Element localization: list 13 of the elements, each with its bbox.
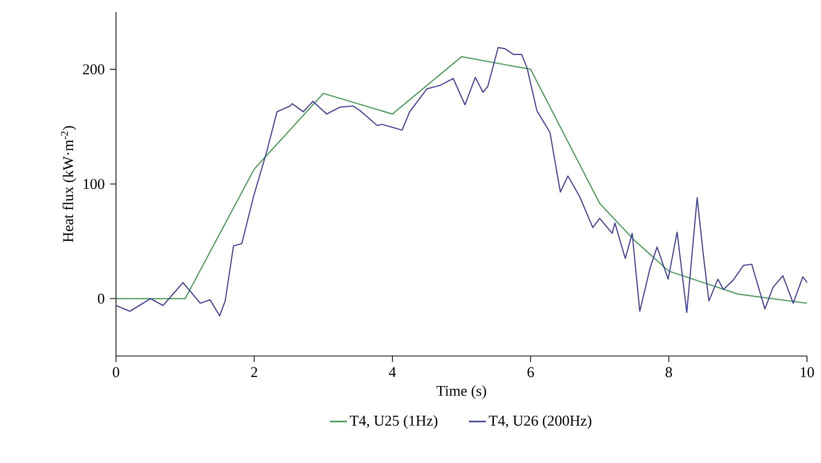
legend-label: T4, U25 (1Hz) xyxy=(350,415,438,429)
y-axis-title: Heat flux (kW·m$^{-2}$) xyxy=(60,126,76,242)
x-tick-label: 0 xyxy=(112,367,120,378)
x-tick-label: 10 xyxy=(800,367,814,378)
x-tick-label: 2 xyxy=(251,367,258,378)
x-axis-title: Time (s) xyxy=(436,385,486,399)
y-tick-label: 0 xyxy=(98,294,104,304)
x-tick-label: 4 xyxy=(388,367,396,377)
x-tick-label: 8 xyxy=(666,367,672,378)
y-tick-label: 100 xyxy=(84,178,104,190)
y-tick-label: 200 xyxy=(83,64,104,74)
x-tick-label: 6 xyxy=(528,367,534,378)
legend-label: T4, U26 (200Hz) xyxy=(488,415,592,429)
